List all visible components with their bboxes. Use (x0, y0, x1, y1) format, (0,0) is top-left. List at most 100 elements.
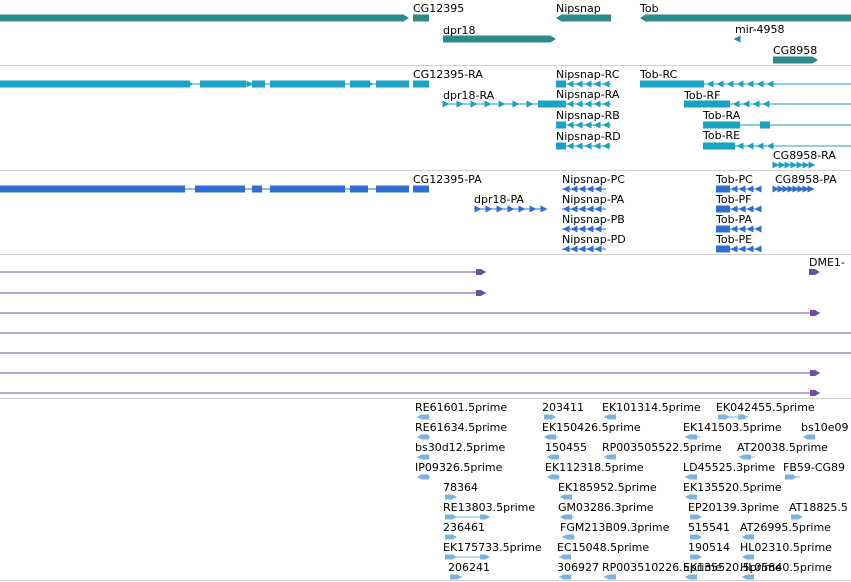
est-feature[interactable] (690, 534, 702, 540)
strand-arrow[interactable] (730, 225, 738, 233)
transcript-label[interactable]: Tob-RE (702, 129, 740, 142)
est-feature[interactable] (559, 554, 571, 560)
gene-label[interactable]: mir-4958 (735, 23, 785, 36)
strand-arrow[interactable] (566, 121, 574, 129)
est-label[interactable]: RP003510226.5prime (602, 561, 722, 574)
strand-arrow[interactable] (754, 245, 762, 253)
transcript-exon[interactable] (252, 80, 265, 88)
est-label[interactable]: RE13803.5prime (443, 501, 535, 514)
strand-arrow[interactable] (808, 161, 816, 169)
strand-arrow[interactable] (754, 185, 762, 193)
protein-label[interactable]: CG8958-PA (775, 173, 837, 186)
strand-arrow[interactable] (529, 205, 537, 213)
protein-segment[interactable] (252, 185, 262, 193)
strand-arrow[interactable] (746, 185, 754, 193)
transcript-exon[interactable] (538, 100, 556, 108)
strand-arrow[interactable] (336, 80, 344, 88)
est-feature[interactable] (718, 414, 730, 420)
est-feature[interactable] (803, 434, 815, 440)
strand-arrow[interactable] (584, 80, 592, 88)
transcript-exon[interactable] (760, 121, 770, 129)
strand-arrow[interactable] (738, 225, 746, 233)
transcript-label[interactable]: CG8958-RA (773, 149, 836, 162)
est-feature[interactable] (738, 414, 748, 420)
strand-arrow[interactable] (562, 245, 570, 253)
transcript-label[interactable]: Tob-RC (639, 68, 678, 81)
strand-arrow[interactable] (594, 185, 602, 193)
est-label[interactable]: 190514 (688, 541, 730, 554)
est-label[interactable]: 203411 (542, 401, 584, 414)
transcript-exon[interactable] (556, 142, 566, 150)
est-feature[interactable] (742, 534, 754, 540)
est-label[interactable]: HL02310.5prime (740, 541, 832, 554)
strand-arrow[interactable] (730, 185, 738, 193)
transcript-exon[interactable] (556, 121, 566, 129)
strand-arrow[interactable] (756, 80, 764, 88)
est-label[interactable]: EK101314.5prime (602, 401, 701, 414)
strand-arrow[interactable] (575, 100, 583, 108)
est-feature[interactable] (685, 434, 697, 440)
gene-label[interactable]: dpr18 (443, 24, 475, 37)
strand-arrow[interactable] (738, 205, 746, 213)
est-feature[interactable] (480, 554, 490, 560)
est-label[interactable]: HL05840.5prime (740, 561, 832, 574)
transcript-exon[interactable] (556, 100, 566, 108)
strand-arrow[interactable] (306, 80, 314, 88)
est-label[interactable]: GM03286.3prime (558, 501, 654, 514)
transcript-exon[interactable] (703, 121, 740, 129)
strand-arrow[interactable] (562, 205, 570, 213)
est-label[interactable]: RE61601.5prime (415, 401, 507, 414)
strand-arrow[interactable] (796, 161, 804, 169)
strand-arrow[interactable] (602, 80, 610, 88)
strand-arrow[interactable] (594, 245, 602, 253)
protein-label[interactable]: Tob-PE (715, 233, 752, 246)
est-label[interactable]: FB59-CG89 (783, 461, 845, 474)
strand-arrow[interactable] (570, 185, 578, 193)
est-label[interactable]: EK185952.5prime (558, 481, 657, 494)
protein-label[interactable]: Tob-PA (715, 213, 752, 226)
protein-segment[interactable] (376, 185, 409, 193)
strand-arrow[interactable] (736, 142, 744, 150)
strand-arrow[interactable] (578, 185, 586, 193)
strand-arrow[interactable] (566, 142, 574, 150)
alignment-end[interactable] (810, 310, 820, 316)
est-feature[interactable] (690, 514, 702, 520)
est-feature[interactable] (547, 454, 559, 460)
strand-arrow[interactable] (526, 100, 534, 108)
est-label[interactable]: RP003505522.5prime (602, 441, 722, 454)
est-label[interactable]: 78364 (443, 481, 478, 494)
protein-segment[interactable] (350, 185, 368, 193)
protein-segment[interactable] (716, 245, 730, 253)
strand-arrow[interactable] (186, 80, 194, 88)
strand-arrow[interactable] (575, 80, 583, 88)
strand-arrow[interactable] (578, 225, 586, 233)
alignment-end[interactable] (476, 269, 486, 275)
est-label[interactable]: IP09326.5prime (415, 461, 503, 474)
est-feature[interactable] (417, 414, 429, 420)
strand-arrow[interactable] (807, 185, 815, 193)
strand-arrow[interactable] (216, 80, 224, 88)
strand-arrow[interactable] (602, 142, 610, 150)
strand-arrow[interactable] (496, 205, 504, 213)
est-label[interactable]: LD45525.3prime (683, 461, 775, 474)
gene-label[interactable]: Tob (639, 2, 659, 15)
est-feature[interactable] (791, 514, 803, 520)
strand-arrow[interactable] (746, 80, 754, 88)
strand-arrow[interactable] (396, 80, 404, 88)
strand-arrow[interactable] (787, 185, 795, 193)
strand-arrow[interactable] (584, 121, 592, 129)
strand-arrow[interactable] (442, 100, 450, 108)
protein-segment[interactable] (716, 225, 730, 233)
strand-arrow[interactable] (593, 100, 601, 108)
transcript-label[interactable]: dpr18-RA (443, 89, 495, 102)
strand-arrow[interactable] (575, 142, 583, 150)
est-label[interactable]: FGM213B09.3prime (560, 521, 670, 534)
transcript-exon[interactable] (684, 100, 730, 108)
transcript-label[interactable]: Nipsnap-RB (556, 109, 620, 122)
strand-arrow[interactable] (593, 121, 601, 129)
strand-arrow[interactable] (512, 100, 520, 108)
transcript-label[interactable]: Tob-RA (702, 109, 741, 122)
est-feature[interactable] (739, 454, 751, 460)
est-label[interactable]: 515541 (688, 521, 730, 534)
est-feature[interactable] (604, 574, 616, 580)
